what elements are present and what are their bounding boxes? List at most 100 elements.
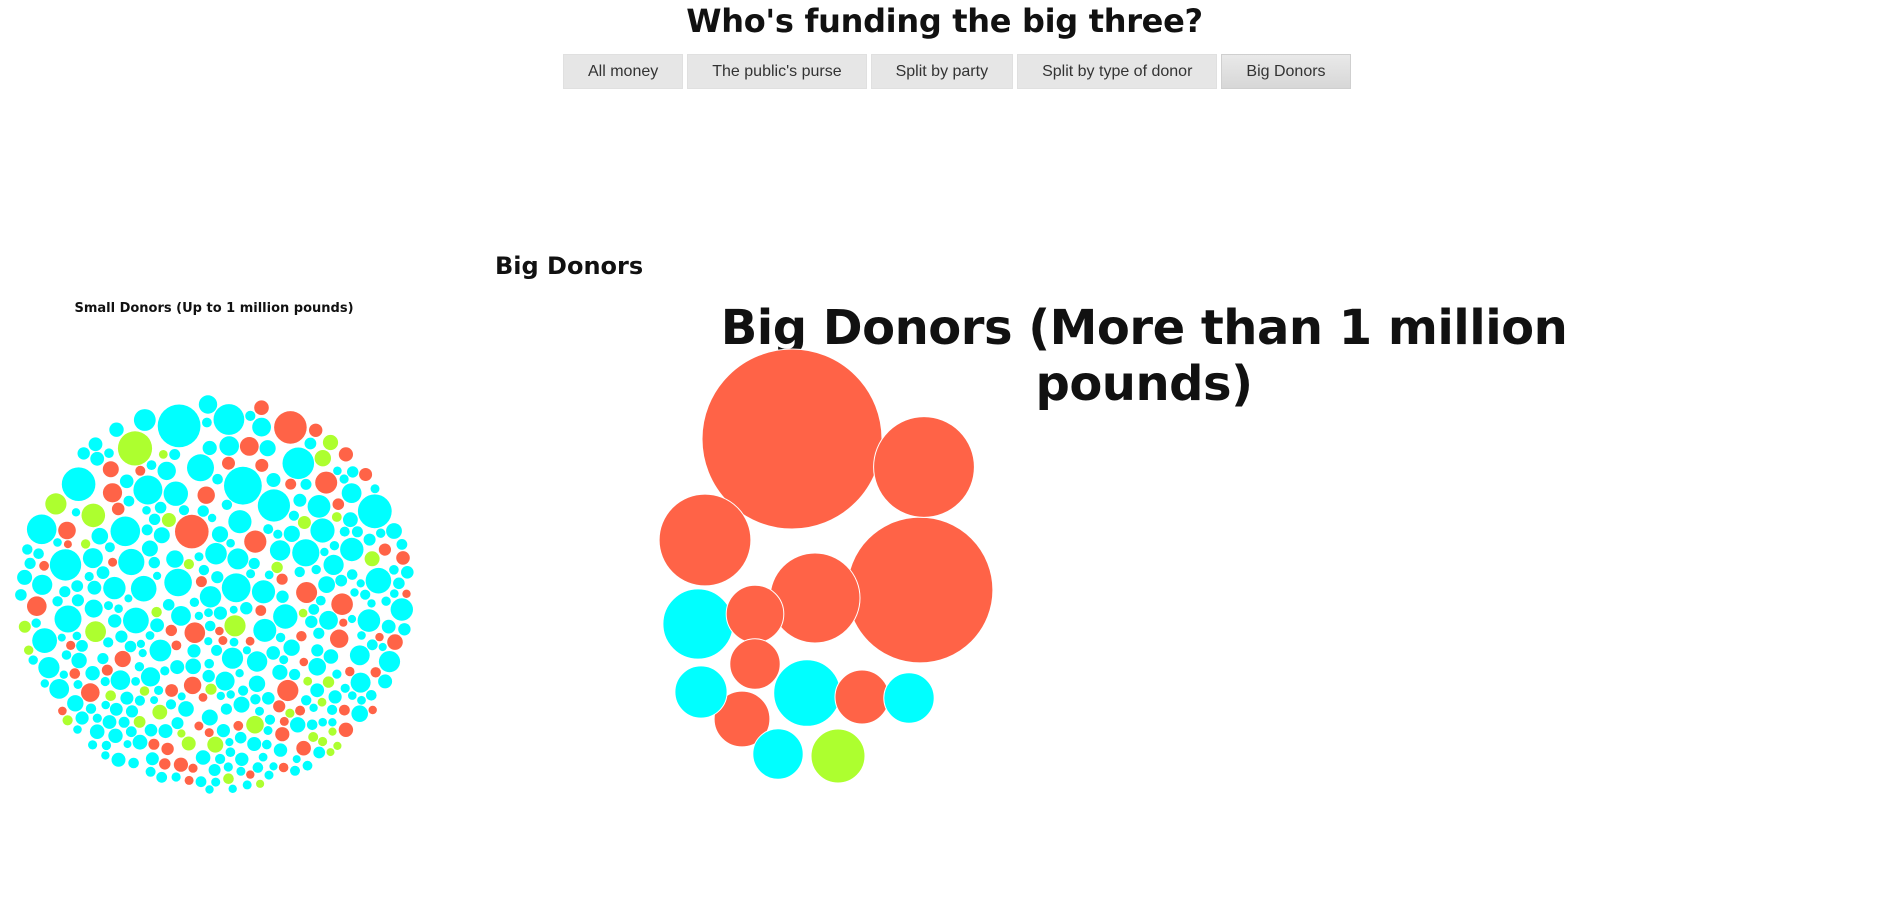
public-purse-button[interactable]: The public's purse xyxy=(687,54,867,89)
small-donor-bubble-cyan[interactable] xyxy=(302,760,313,771)
small-donor-bubble-red[interactable] xyxy=(218,636,228,645)
small-donor-bubble-cyan[interactable] xyxy=(347,614,357,624)
split-by-donor-type-button[interactable]: Split by type of donor xyxy=(1017,54,1218,89)
small-donor-bubble-red[interactable] xyxy=(69,668,81,679)
small-donor-bubble-cyan[interactable] xyxy=(220,703,232,715)
small-donor-bubble-cyan[interactable] xyxy=(235,752,249,766)
small-donor-bubble-cyan[interactable] xyxy=(266,473,281,487)
small-donor-bubble-cyan[interactable] xyxy=(185,658,201,675)
small-donor-bubble-red[interactable] xyxy=(315,471,338,494)
small-donor-bubble-cyan[interactable] xyxy=(221,499,233,510)
small-donor-bubble-red[interactable] xyxy=(309,423,323,437)
small-donor-bubble-red[interactable] xyxy=(245,636,255,646)
small-donor-bubble-cyan[interactable] xyxy=(52,596,63,607)
small-donor-bubble-cyan[interactable] xyxy=(340,537,364,562)
small-donor-bubble-cyan[interactable] xyxy=(212,473,223,485)
small-donor-bubble-cyan[interactable] xyxy=(61,650,72,660)
small-donor-bubble-cyan[interactable] xyxy=(273,743,288,757)
small-donor-bubble-cyan[interactable] xyxy=(378,651,401,673)
small-donor-bubble-red[interactable] xyxy=(278,762,289,773)
small-donor-bubble-green[interactable] xyxy=(177,729,186,738)
small-donor-bubble-red[interactable] xyxy=(239,437,259,456)
small-donor-bubble-cyan[interactable] xyxy=(273,529,283,539)
small-donor-bubble-cyan[interactable] xyxy=(225,747,236,757)
small-donor-bubble-cyan[interactable] xyxy=(357,494,392,529)
small-donor-bubble-green[interactable] xyxy=(298,608,308,618)
small-donor-bubble-cyan[interactable] xyxy=(199,586,222,608)
small-donor-bubble-cyan[interactable] xyxy=(90,451,105,466)
small-donor-bubble-green[interactable] xyxy=(333,741,342,751)
small-donor-bubble-cyan[interactable] xyxy=(57,633,66,642)
small-donor-bubble-cyan[interactable] xyxy=(100,676,110,687)
small-donor-bubble-cyan[interactable] xyxy=(101,700,110,710)
small-donor-bubble-cyan[interactable] xyxy=(255,706,264,716)
small-donor-bubble-cyan[interactable] xyxy=(132,734,148,750)
small-donor-bubble-cyan[interactable] xyxy=(227,548,249,570)
small-donor-bubble-red[interactable] xyxy=(188,763,198,773)
big-donor-bubble-red[interactable] xyxy=(846,516,994,664)
small-donor-bubble-cyan[interactable] xyxy=(67,695,84,712)
small-donor-bubble-cyan[interactable] xyxy=(357,609,381,632)
small-donor-bubble-cyan[interactable] xyxy=(283,525,300,543)
small-donor-bubble-green[interactable] xyxy=(285,708,295,718)
small-donor-bubble-cyan[interactable] xyxy=(272,664,288,680)
small-donor-bubble-green[interactable] xyxy=(133,716,146,728)
small-donor-bubble-cyan[interactable] xyxy=(59,670,68,679)
small-donor-bubble-green[interactable] xyxy=(207,736,224,753)
small-donor-bubble-red[interactable] xyxy=(296,740,311,756)
small-donor-bubble-cyan[interactable] xyxy=(219,436,239,456)
small-donor-bubble-red[interactable] xyxy=(332,498,345,511)
small-donor-bubble-cyan[interactable] xyxy=(236,766,246,776)
small-donor-bubble-red[interactable] xyxy=(39,560,49,571)
small-donor-bubble-cyan[interactable] xyxy=(194,611,204,621)
small-donor-bubble-cyan[interactable] xyxy=(318,717,328,727)
small-donor-bubble-cyan[interactable] xyxy=(335,574,348,587)
small-donor-bubble-cyan[interactable] xyxy=(104,601,113,611)
small-donor-bubble-cyan[interactable] xyxy=(390,589,399,598)
small-donor-bubble-cyan[interactable] xyxy=(264,570,274,580)
small-donor-bubble-green[interactable] xyxy=(205,683,217,695)
small-donor-bubble-cyan[interactable] xyxy=(22,544,33,555)
small-donor-bubble-cyan[interactable] xyxy=(170,660,185,675)
small-donor-bubble-cyan[interactable] xyxy=(329,541,340,551)
small-donor-bubble-cyan[interactable] xyxy=(110,516,141,547)
small-donor-bubble-red[interactable] xyxy=(275,727,290,742)
small-donor-bubble-red[interactable] xyxy=(233,720,244,731)
small-donor-bubble-cyan[interactable] xyxy=(38,657,60,679)
small-donor-bubble-red[interactable] xyxy=(159,758,171,770)
small-donor-bubble-cyan[interactable] xyxy=(313,627,325,639)
small-donor-bubble-cyan[interactable] xyxy=(202,669,215,683)
small-donor-bubble-cyan[interactable] xyxy=(396,539,408,550)
small-donor-bubble-cyan[interactable] xyxy=(211,571,224,584)
small-donor-bubble-red[interactable] xyxy=(331,593,353,615)
small-donor-bubble-cyan[interactable] xyxy=(357,631,366,640)
small-donor-bubble-cyan[interactable] xyxy=(242,780,252,790)
small-donor-bubble-cyan[interactable] xyxy=(211,526,229,543)
small-donor-bubble-cyan[interactable] xyxy=(125,726,137,738)
small-donor-bubble-cyan[interactable] xyxy=(289,668,301,681)
small-donor-bubble-cyan[interactable] xyxy=(205,785,214,794)
small-donor-bubble-cyan[interactable] xyxy=(148,513,161,525)
small-donor-bubble-cyan[interactable] xyxy=(125,705,139,718)
small-donor-bubble-red[interactable] xyxy=(101,664,113,676)
small-donor-bubble-cyan[interactable] xyxy=(154,501,167,514)
small-donor-bubble-cyan[interactable] xyxy=(71,594,84,607)
small-donor-bubble-cyan[interactable] xyxy=(360,589,371,600)
small-donor-bubble-cyan[interactable] xyxy=(61,467,96,502)
small-donor-bubble-cyan[interactable] xyxy=(204,620,216,632)
small-donor-bubble-cyan[interactable] xyxy=(346,569,358,580)
small-donor-bubble-cyan[interactable] xyxy=(162,599,175,611)
small-donor-bubble-red[interactable] xyxy=(81,683,100,702)
small-donor-bubble-cyan[interactable] xyxy=(110,670,131,690)
small-donor-bubble-red[interactable] xyxy=(171,640,182,651)
small-donor-bubble-cyan[interactable] xyxy=(381,619,396,634)
all-money-button[interactable]: All money xyxy=(563,54,684,89)
small-donor-bubble-cyan[interactable] xyxy=(124,594,133,603)
small-donor-bubble-cyan[interactable] xyxy=(389,565,399,575)
small-donor-bubble-green[interactable] xyxy=(297,516,311,529)
small-donor-bubble-red[interactable] xyxy=(339,704,350,716)
small-donor-bubble-cyan[interactable] xyxy=(350,588,359,597)
big-donor-bubble-cyan[interactable] xyxy=(674,665,728,719)
small-donor-bubble-cyan[interactable] xyxy=(313,746,326,759)
small-donor-bubble-cyan[interactable] xyxy=(347,466,359,478)
